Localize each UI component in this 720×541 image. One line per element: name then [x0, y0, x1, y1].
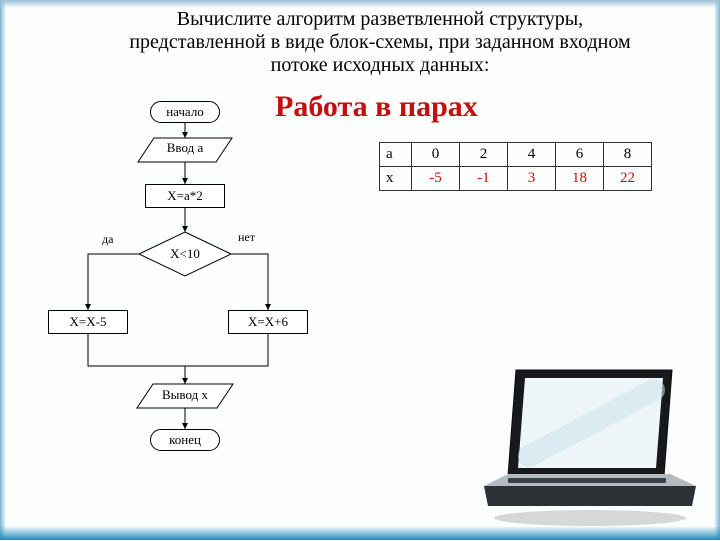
cond-label-no: нет [238, 230, 255, 245]
table-cell: 22 [604, 167, 652, 191]
node-no-branch: X=X+6 [228, 310, 308, 334]
node-input-label: Ввод a [152, 140, 218, 156]
node-start-label: начало [166, 104, 204, 120]
task-text: Вычислите алгоритм разветвленной структу… [90, 8, 670, 77]
node-mult-label: X=a*2 [167, 188, 203, 204]
task-text-l1: Вычислите алгоритм разветвленной структу… [177, 8, 583, 30]
node-yes-branch-label: X=X-5 [70, 314, 107, 330]
node-end-label: конец [169, 432, 201, 448]
table-x-header: x [380, 167, 412, 191]
flowchart: начало Ввод a X=a*2 X<10 X=X-5 X=X+6 Выв… [40, 100, 340, 530]
cond-label-yes: да [102, 232, 113, 247]
node-start: начало [150, 101, 220, 123]
table-cell: 18 [556, 167, 604, 191]
task-text-l3: потоке исходных данных: [271, 54, 490, 76]
table-cell: 8 [604, 143, 652, 167]
laptop-icon [474, 366, 704, 536]
node-output-label: Вывод x [152, 387, 218, 403]
table-row: a 0 2 4 6 8 [380, 143, 652, 167]
node-no-branch-label: X=X+6 [248, 314, 288, 330]
table-cell: 2 [460, 143, 508, 167]
values-table: a 0 2 4 6 8 x -5 -1 3 18 22 [379, 142, 652, 191]
node-yes-branch: X=X-5 [48, 310, 128, 334]
table-cell: -1 [460, 167, 508, 191]
node-cond-label: X<10 [160, 246, 210, 262]
node-mult: X=a*2 [145, 184, 225, 208]
table-cell: 6 [556, 143, 604, 167]
table-cell: 3 [508, 167, 556, 191]
task-text-l2: представленной в виде блок-схемы, при за… [129, 31, 630, 53]
table-cell: 0 [412, 143, 460, 167]
table-row: x -5 -1 3 18 22 [380, 167, 652, 191]
table-cell: -5 [412, 167, 460, 191]
node-end: конец [150, 429, 220, 451]
table-cell: 4 [508, 143, 556, 167]
table-a-header: a [380, 143, 412, 167]
